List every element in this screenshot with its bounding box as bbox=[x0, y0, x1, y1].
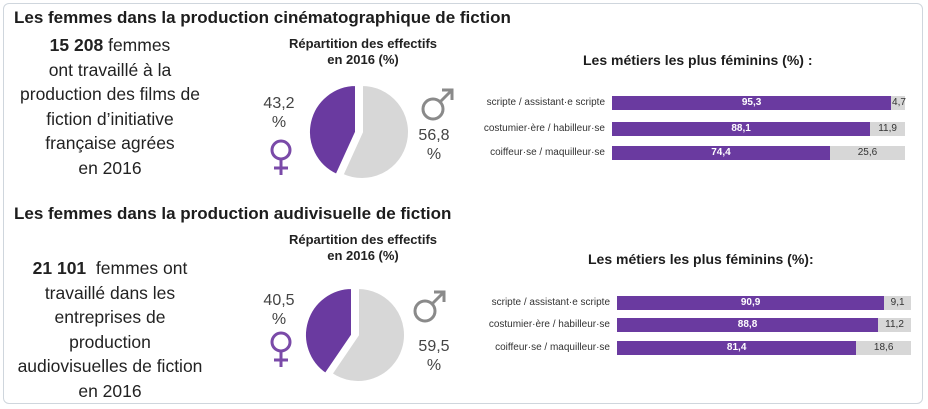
summary-line-4: audiovisuelles de fiction bbox=[17, 356, 203, 376]
bar-category-label: costumier·ère / habilleur·se bbox=[483, 123, 605, 134]
bar-segment-women bbox=[612, 122, 871, 136]
pie-slice-men bbox=[330, 286, 406, 383]
summary-line: 15 208 femmes bbox=[10, 33, 210, 58]
male-pct-value: 59,5 bbox=[418, 338, 450, 355]
female-pct-label: 40,5 % bbox=[254, 291, 304, 329]
bar-segment-women bbox=[612, 146, 830, 160]
bars-title: Les métiers les plus féminins (%): bbox=[588, 251, 814, 267]
male-symbol-icon bbox=[421, 88, 454, 121]
female-pct-value: 40,5 bbox=[263, 292, 295, 309]
pie-slice-women bbox=[308, 83, 357, 177]
pie-title-line2: en 2016 (%) bbox=[327, 248, 399, 263]
bar-value-women: 95,3 bbox=[741, 97, 762, 108]
summary-line-1: ont travaillé à la bbox=[48, 59, 172, 80]
pie-title-line1: Répartition des effectifs bbox=[288, 36, 438, 51]
infographic-frame bbox=[3, 3, 923, 404]
summary-line-2: production des films de bbox=[20, 84, 200, 104]
section-audiovisual: Les femmes dans la production audivisuel… bbox=[0, 200, 928, 409]
bar-row: scripte / assistant·e scripte 95,3 4,7 bbox=[487, 96, 906, 110]
summary-line-3: fiction d’initiative bbox=[46, 108, 174, 129]
bar-value-men: 11,9 bbox=[878, 123, 897, 134]
bar-category-label: coiffeur·se / maquilleur·se bbox=[490, 147, 605, 158]
section-cinema: Les femmes dans la production cinématogr… bbox=[0, 0, 928, 200]
summary-text: 21 101 femmes ont travaillé dans les ent… bbox=[10, 256, 210, 403]
bar-value-women: 90,9 bbox=[740, 297, 761, 308]
pie-title-line1: Répartition des effectifs bbox=[288, 232, 438, 247]
bar-row: scripte / assistant·e scripte 90,9 9,1 bbox=[492, 296, 911, 310]
section-title: Les femmes dans la production cinématogr… bbox=[14, 8, 511, 27]
pie-title-line2: en 2016 (%) bbox=[327, 52, 399, 67]
bar-category-label: coiffeur·se / maquilleur·se bbox=[495, 342, 610, 353]
bar-row: costumier·ère / habilleur·se 88,1 11,9 bbox=[484, 122, 905, 136]
bar-segment-women bbox=[612, 96, 892, 110]
female-symbol-icon bbox=[270, 331, 292, 367]
summary-line-3: production bbox=[69, 331, 151, 352]
summary-line-2: entreprises de bbox=[54, 307, 166, 327]
bar-value-women: 88,8 bbox=[737, 319, 758, 330]
bar-value-women: 81,4 bbox=[726, 342, 747, 353]
male-pct-sign: % bbox=[426, 146, 442, 163]
female-symbol-icon bbox=[270, 139, 292, 175]
female-pct-value: 43,2 bbox=[263, 95, 295, 112]
bar-value-women: 88,1 bbox=[731, 123, 751, 134]
bar-value-men: 18,6 bbox=[873, 342, 894, 353]
summary-line-5: en 2016 bbox=[78, 380, 142, 401]
summary-number: 15 208 bbox=[49, 35, 104, 55]
summary-line-0: femmes ont bbox=[95, 258, 188, 278]
pie-title: Répartition des effectifs en 2016 (%) bbox=[263, 36, 463, 68]
bar-value-men: 4,7 bbox=[892, 97, 906, 108]
summary-line-5: en 2016 bbox=[78, 157, 142, 178]
summary-text: 15 208 femmes ont travaillé à la product… bbox=[10, 33, 210, 180]
male-pct-label: 56,8 % bbox=[409, 126, 459, 164]
pie-slice-women bbox=[304, 286, 353, 376]
male-pct-sign: % bbox=[426, 357, 442, 374]
bar-value-men: 25,6 bbox=[857, 147, 878, 158]
male-symbol-icon bbox=[413, 290, 446, 323]
summary-line: 21 101 femmes ont bbox=[10, 256, 210, 281]
male-pct-value: 56,8 bbox=[418, 127, 450, 144]
female-pct-sign: % bbox=[271, 114, 287, 131]
bar-row: coiffeur·se / maquilleur·se 81,4 18,6 bbox=[495, 341, 911, 355]
pie-title: Répartition des effectifs en 2016 (%) bbox=[263, 232, 463, 264]
bar-value-women: 74,4 bbox=[711, 147, 731, 158]
bar-segment-women bbox=[617, 296, 885, 310]
bar-value-men: 11,2 bbox=[885, 319, 904, 330]
bars-title: Les métiers les plus féminins (%) : bbox=[583, 52, 813, 68]
female-pct-label: 43,2 % bbox=[254, 94, 304, 132]
bar-category-label: scripte / assistant·e scripte bbox=[486, 97, 605, 108]
bar-value-men: 9,1 bbox=[890, 297, 905, 308]
bar-segment-women bbox=[617, 318, 879, 332]
bar-category-label: costumier·ère / habilleur·se bbox=[488, 319, 610, 330]
pie-chart bbox=[308, 83, 410, 180]
bar-row: costumier·ère / habilleur·se 88,8 11,2 bbox=[489, 318, 911, 332]
section-title: Les femmes dans la production audivisuel… bbox=[14, 204, 452, 223]
bar-segment-women bbox=[617, 341, 857, 355]
pie-chart bbox=[304, 286, 406, 383]
summary-line-1: travaillé dans les bbox=[44, 282, 176, 303]
pie-slice-men bbox=[341, 83, 410, 180]
summary-number: 21 101 bbox=[32, 258, 87, 278]
female-pct-sign: % bbox=[271, 311, 287, 328]
summary-line-0: femmes bbox=[108, 35, 171, 55]
summary-line-4: française agrées bbox=[45, 133, 175, 153]
bar-category-label: scripte / assistant·e scripte bbox=[491, 297, 610, 308]
male-pct-label: 59,5 % bbox=[409, 337, 459, 375]
bar-row: coiffeur·se / maquilleur·se 74,4 25,6 bbox=[490, 146, 905, 160]
